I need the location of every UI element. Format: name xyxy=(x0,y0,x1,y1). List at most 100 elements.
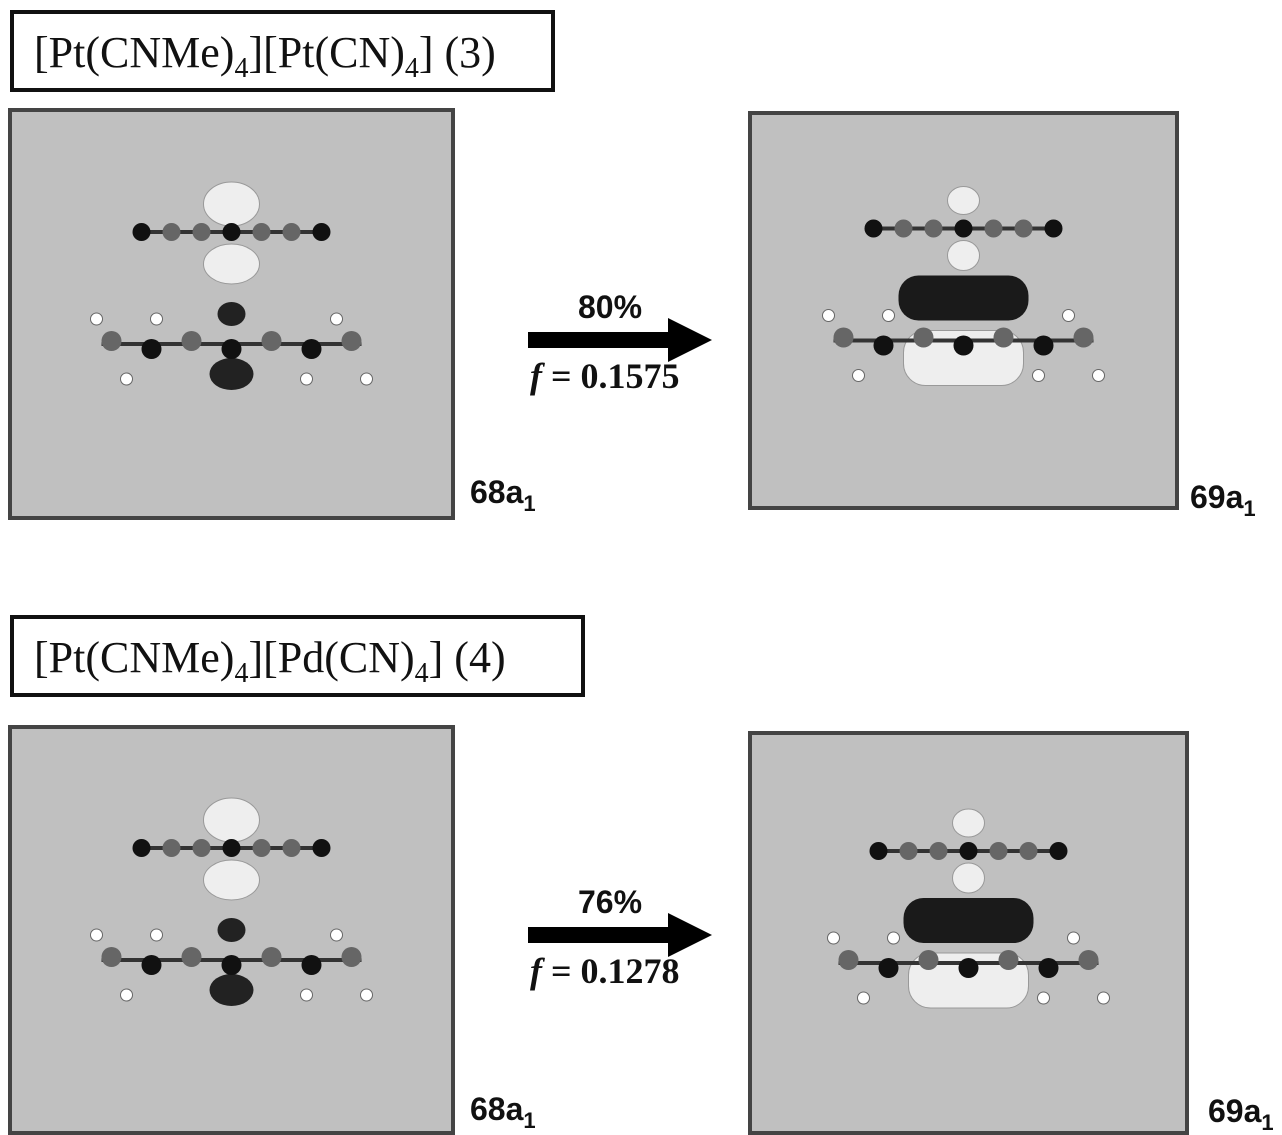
formula-title: [Pt(CNMe)4][Pd(CN)4] (4) xyxy=(34,633,506,689)
hydrogen xyxy=(91,929,103,941)
atom xyxy=(253,223,271,241)
hydrogen xyxy=(151,313,163,325)
atom xyxy=(1045,220,1063,238)
orbital-label: 69a1 xyxy=(1190,479,1256,521)
orbital-main: 68a xyxy=(470,1091,524,1127)
hydrogen xyxy=(151,929,163,941)
atom xyxy=(302,955,322,975)
atom xyxy=(1074,328,1094,348)
atom xyxy=(1039,958,1059,978)
hydrogen xyxy=(361,373,373,385)
lobe xyxy=(218,302,246,326)
figure: [Pt(CNMe)4][Pt(CN)4] (3)68a169a180%f = 0… xyxy=(0,0,1282,1135)
atom xyxy=(960,842,978,860)
hydrogen xyxy=(888,932,900,944)
atom xyxy=(102,331,122,351)
hydrogen xyxy=(301,373,313,385)
atom xyxy=(900,842,918,860)
arrow-shaft xyxy=(528,332,670,348)
orbital-sub: 1 xyxy=(523,491,535,516)
oscillator-strength: f = 0.1575 xyxy=(530,356,680,396)
orbital-sub: 1 xyxy=(523,1108,535,1133)
atom xyxy=(994,328,1014,348)
oscillator-strength: f = 0.1278 xyxy=(530,951,680,991)
hydrogen xyxy=(1033,370,1045,382)
formula-title: [Pt(CNMe)4][Pt(CN)4] (3) xyxy=(34,28,496,84)
atom xyxy=(959,958,979,978)
atom xyxy=(342,331,362,351)
arrow-shaft xyxy=(528,927,670,943)
atom xyxy=(223,839,241,857)
formula-part: ][Pt(CN) xyxy=(248,28,404,77)
hydrogen xyxy=(858,992,870,1004)
atom xyxy=(1050,842,1068,860)
atom xyxy=(193,223,211,241)
formula-part: [Pt(CNMe) xyxy=(34,28,234,77)
formula-subscript: 4 xyxy=(234,53,248,84)
formula-subscript: 4 xyxy=(415,658,429,689)
atom xyxy=(182,947,202,967)
lobe xyxy=(948,187,980,215)
hydrogen xyxy=(361,989,373,1001)
hydrogen xyxy=(91,313,103,325)
orbital-sub: 1 xyxy=(1261,1110,1273,1135)
orbital-sub: 1 xyxy=(1243,496,1255,521)
atom xyxy=(865,220,883,238)
atom xyxy=(313,223,331,241)
formula-subscript: 4 xyxy=(405,53,419,84)
hydrogen xyxy=(1063,310,1075,322)
atom xyxy=(930,842,948,860)
hydrogen xyxy=(853,370,865,382)
orbital-main: 68a xyxy=(470,474,524,510)
atom xyxy=(262,331,282,351)
atom xyxy=(874,336,894,356)
orbital-main: 69a xyxy=(1190,479,1244,515)
atom xyxy=(133,839,151,857)
transition-percent: 76% xyxy=(578,884,642,920)
lobe xyxy=(899,276,1029,321)
atom xyxy=(142,955,162,975)
lobe xyxy=(904,898,1034,943)
oscillator-value: = 0.1278 xyxy=(542,951,680,991)
atom xyxy=(870,842,888,860)
lobe xyxy=(204,798,260,842)
atom xyxy=(222,955,242,975)
orbital-main: 69a xyxy=(1208,1093,1262,1129)
formula-part: ] (3) xyxy=(419,28,496,77)
lobe xyxy=(953,809,985,837)
hydrogen xyxy=(331,313,343,325)
hydrogen xyxy=(301,989,313,1001)
oscillator-value: = 0.1575 xyxy=(542,356,680,396)
hydrogen xyxy=(331,929,343,941)
atom xyxy=(262,947,282,967)
atom xyxy=(223,223,241,241)
atom xyxy=(1020,842,1038,860)
atom xyxy=(163,839,181,857)
hydrogen xyxy=(883,310,895,322)
atom xyxy=(914,328,934,348)
lobe xyxy=(210,974,254,1006)
atom xyxy=(222,339,242,359)
formula-part: ] (4) xyxy=(429,633,506,682)
hydrogen xyxy=(828,932,840,944)
atom xyxy=(879,958,899,978)
orbital-label: 69a1 xyxy=(1208,1093,1274,1135)
atom xyxy=(985,220,1003,238)
atom xyxy=(302,339,322,359)
lobe xyxy=(204,860,260,900)
atom xyxy=(342,947,362,967)
atom xyxy=(1015,220,1033,238)
lobe xyxy=(953,863,985,893)
lobe xyxy=(210,358,254,390)
hydrogen xyxy=(1098,992,1110,1004)
lobe xyxy=(948,241,980,271)
atom xyxy=(925,220,943,238)
formula-part: ][Pd(CN) xyxy=(248,633,414,682)
atom xyxy=(954,336,974,356)
atom xyxy=(1079,950,1099,970)
lobe xyxy=(204,182,260,226)
formula-subscript: 4 xyxy=(234,658,248,689)
atom xyxy=(163,223,181,241)
atom xyxy=(1034,336,1054,356)
hydrogen xyxy=(823,310,835,322)
